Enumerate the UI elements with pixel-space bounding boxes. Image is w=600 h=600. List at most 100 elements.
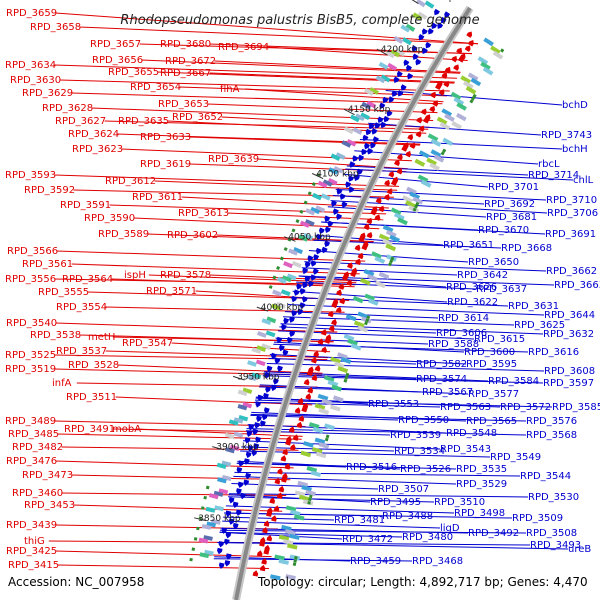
reverse-gene-label: RPD_3488 <box>382 511 433 522</box>
outer-feature-band <box>327 379 339 387</box>
reverse-gene-arrow <box>308 280 314 288</box>
outer-feature-band <box>450 91 462 101</box>
reverse-gene-arrow <box>348 175 355 182</box>
forward-gene-arrow <box>298 415 305 422</box>
forward-leader-line <box>76 382 318 388</box>
reverse-gene-arrow <box>296 283 303 290</box>
reverse-gene-arrow <box>283 317 290 325</box>
forward-gene-label: RPD_3540 <box>6 318 57 329</box>
forward-leader-line <box>79 26 479 45</box>
inner-feature-band <box>228 419 239 426</box>
forward-leader-line <box>221 116 430 128</box>
inner-feature-band <box>233 417 244 424</box>
inner-feature-band <box>293 247 304 255</box>
reverse-gene-arrow <box>228 518 235 525</box>
inner-feature-band <box>322 179 333 187</box>
forward-gene-label: RPD_3538 <box>30 330 81 341</box>
reverse-gene-label: RPD_3468 <box>412 556 463 567</box>
reverse-leader-line <box>217 542 569 550</box>
forward-leader-line <box>71 263 360 275</box>
reverse-gene-label: RPD_3650 <box>468 257 519 268</box>
reverse-gene-arrow <box>393 76 400 84</box>
outer-marker-dot <box>307 500 311 505</box>
forward-gene-label: RPD_3593 <box>5 170 56 181</box>
inner-feature-band <box>390 49 401 58</box>
forward-gene-arrow <box>297 397 304 405</box>
reverse-gene-label: RPD_3507 <box>378 484 429 495</box>
forward-gene-arrow <box>305 393 312 400</box>
forward-gene-label: RPD_3658 <box>30 22 81 33</box>
reverse-gene-label: RPD_3681 <box>486 212 537 223</box>
reverse-leader-line <box>245 430 391 436</box>
reverse-gene-arrow <box>251 449 258 457</box>
forward-gene-label: RPD_3654 <box>130 82 181 93</box>
outer-marker-dot <box>294 555 298 560</box>
outer-feature-band <box>441 108 453 117</box>
outer-feature-band <box>289 533 300 540</box>
reverse-leader-line <box>301 267 458 276</box>
gene-labels: RPD_3659 RPD_3658 RPD_3657 RPD_3656RPD_3655… <box>5 8 600 571</box>
reverse-gene-arrow <box>315 247 322 255</box>
forward-gene-label: RPD_3619 <box>140 159 191 170</box>
inner-feature-band <box>272 289 282 297</box>
forward-gene-arrow <box>432 100 439 107</box>
outer-feature-band <box>451 121 463 130</box>
forward-gene-arrow <box>456 47 463 55</box>
forward-gene-arrow <box>276 492 283 499</box>
reverse-gene-label: RPD_3588 <box>428 339 479 350</box>
reverse-gene-label: RPD_3493 <box>530 540 581 551</box>
forward-gene-arrow <box>266 510 272 517</box>
forward-gene-arrow <box>277 468 283 475</box>
forward-gene-arrow <box>370 208 377 216</box>
inner-feature-band <box>305 208 316 216</box>
outer-feature-band <box>363 269 375 277</box>
reverse-gene-arrow <box>236 509 242 516</box>
reverse-gene-arrow <box>403 59 410 66</box>
reverse-leader-line <box>279 326 437 334</box>
inner-feature-band <box>417 11 428 20</box>
forward-gene-arrow <box>292 434 299 441</box>
forward-gene-arrow <box>261 558 267 565</box>
outer-feature-band <box>337 352 348 360</box>
inner-feature-band <box>255 359 266 367</box>
reverse-gene-label: ureB <box>568 544 591 555</box>
inner-feature-band <box>303 233 314 241</box>
forward-gene-label: RPD_3630 <box>10 75 61 86</box>
inner-feature-band <box>261 318 272 325</box>
forward-gene-label: RPD_3566 <box>7 246 58 257</box>
outer-feature-band <box>317 393 329 401</box>
forward-gene-arrow <box>354 244 361 251</box>
backbone-line <box>234 6 472 600</box>
inner-feature-band <box>281 275 292 283</box>
reverse-gene-label: RPD_3480 <box>402 532 453 543</box>
reverse-gene-arrow <box>281 324 287 331</box>
outer-feature-band <box>378 233 390 242</box>
outer-feature-band <box>402 195 413 204</box>
forward-gene-arrow <box>289 444 296 451</box>
reverse-gene-arrow <box>260 420 266 427</box>
reverse-leader-line <box>280 323 544 335</box>
reverse-gene-label: chlL <box>573 175 594 186</box>
outer-feature-band <box>374 256 386 264</box>
kbp-tick-label: 4200 kbp <box>381 45 424 55</box>
reverse-gene-arrow <box>218 562 225 569</box>
forward-gene-label: thiG <box>24 536 45 547</box>
outer-marker-dot <box>412 207 417 212</box>
reverse-gene-label: RPD_3743 <box>541 130 592 141</box>
outer-feature-band <box>306 466 318 473</box>
reverse-gene-arrow <box>349 161 356 168</box>
inner-feature-band <box>380 74 391 83</box>
outer-feature-band <box>409 191 421 200</box>
outer-feature-band <box>406 186 417 195</box>
forward-gene-arrow <box>363 223 370 231</box>
forward-leader-line <box>57 564 270 569</box>
inner-feature-band <box>199 552 210 559</box>
outer-feature-band <box>430 138 442 147</box>
outer-feature-band <box>285 505 297 512</box>
inner-feature-band <box>387 62 397 71</box>
inner-feature-band <box>246 374 257 382</box>
inner-feature-band <box>385 50 395 59</box>
outer-feature-band <box>357 325 369 333</box>
forward-leader-line <box>55 322 338 333</box>
reverse-gene-label: RPD_3577 <box>468 389 519 400</box>
